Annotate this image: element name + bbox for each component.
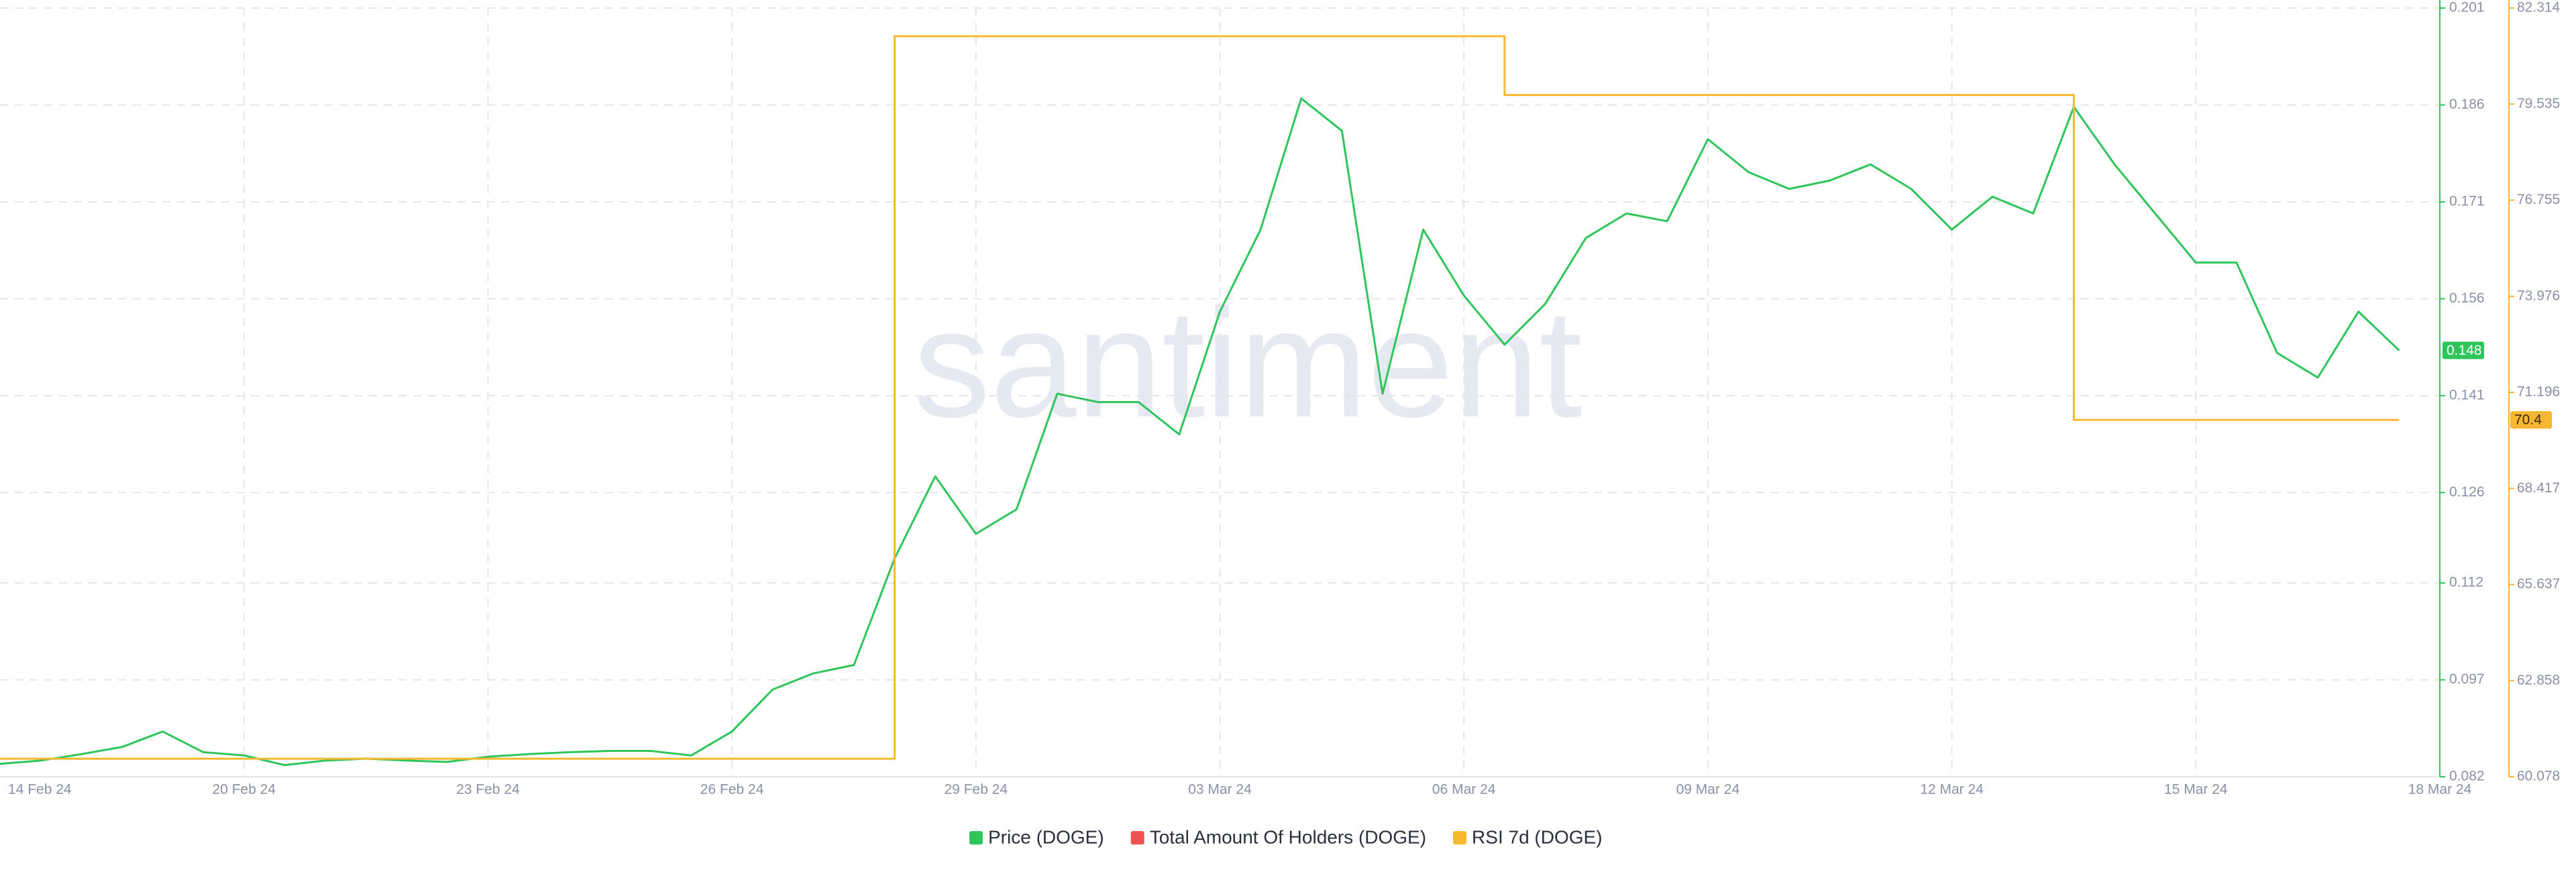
y2-tick-label: 65.637	[2517, 576, 2560, 592]
y-tick-label: 0.112	[2449, 575, 2483, 590]
y2-tick-label: 71.196	[2517, 384, 2560, 400]
x-tick-label: 12 Mar 24	[1920, 782, 1984, 798]
last-value-box	[2443, 341, 2484, 360]
series-line	[0, 35, 2400, 760]
series-line	[0, 97, 2400, 767]
x-tick-label: 15 Mar 24	[2164, 782, 2228, 798]
legend-label: RSI 7d (DOGE)	[1472, 826, 1602, 847]
x-tick-label: 23 Feb 24	[456, 782, 520, 798]
y-tick-label: 0.201	[2449, 0, 2485, 15]
x-tick-label: 14 Feb 24	[8, 782, 72, 798]
last-value-label: 70.4	[2514, 413, 2542, 428]
y-tick-label: 0.171	[2449, 193, 2485, 209]
y-tick-label: 0.126	[2449, 484, 2485, 500]
y2-tick-label: 62.858	[2517, 672, 2560, 688]
x-tick-label: 29 Feb 24	[945, 782, 1008, 798]
x-tick-label: 18 Mar 24	[2408, 782, 2472, 798]
y2-tick-label: 79.535	[2517, 96, 2560, 111]
legend-label: Price (DOGE)	[988, 826, 1104, 847]
y2-tick-label: 82.314	[2517, 0, 2561, 15]
x-tick-label: 20 Feb 24	[212, 782, 276, 798]
y-tick-label: 0.156	[2449, 290, 2485, 306]
last-value-box	[2510, 411, 2552, 429]
watermark: santiment	[913, 277, 1582, 449]
y2-tick-label: 60.078	[2517, 769, 2560, 784]
x-tick-label: 26 Feb 24	[700, 782, 764, 798]
y-tick-label: 0.082	[2449, 769, 2485, 784]
x-tick-label: 06 Mar 24	[1432, 782, 1496, 798]
y-tick-label: 0.097	[2449, 671, 2485, 687]
y-tick-label: 0.141	[2449, 387, 2485, 402]
y2-tick-label: 68.417	[2517, 480, 2560, 496]
x-tick-label: 09 Mar 24	[1676, 782, 1740, 798]
y-tick-label: 0.186	[2449, 97, 2485, 112]
y2-tick-label: 76.755	[2517, 192, 2560, 207]
y2-tick-label: 73.976	[2517, 288, 2560, 303]
legend-swatch	[1453, 831, 1467, 844]
last-value-label: 0.148	[2447, 343, 2482, 358]
legend-swatch	[1130, 831, 1144, 844]
legend-label: Total Amount Of Holders (DOGE)	[1150, 826, 1426, 847]
x-tick-label: 03 Mar 24	[1188, 782, 1252, 798]
legend-swatch	[969, 831, 983, 844]
